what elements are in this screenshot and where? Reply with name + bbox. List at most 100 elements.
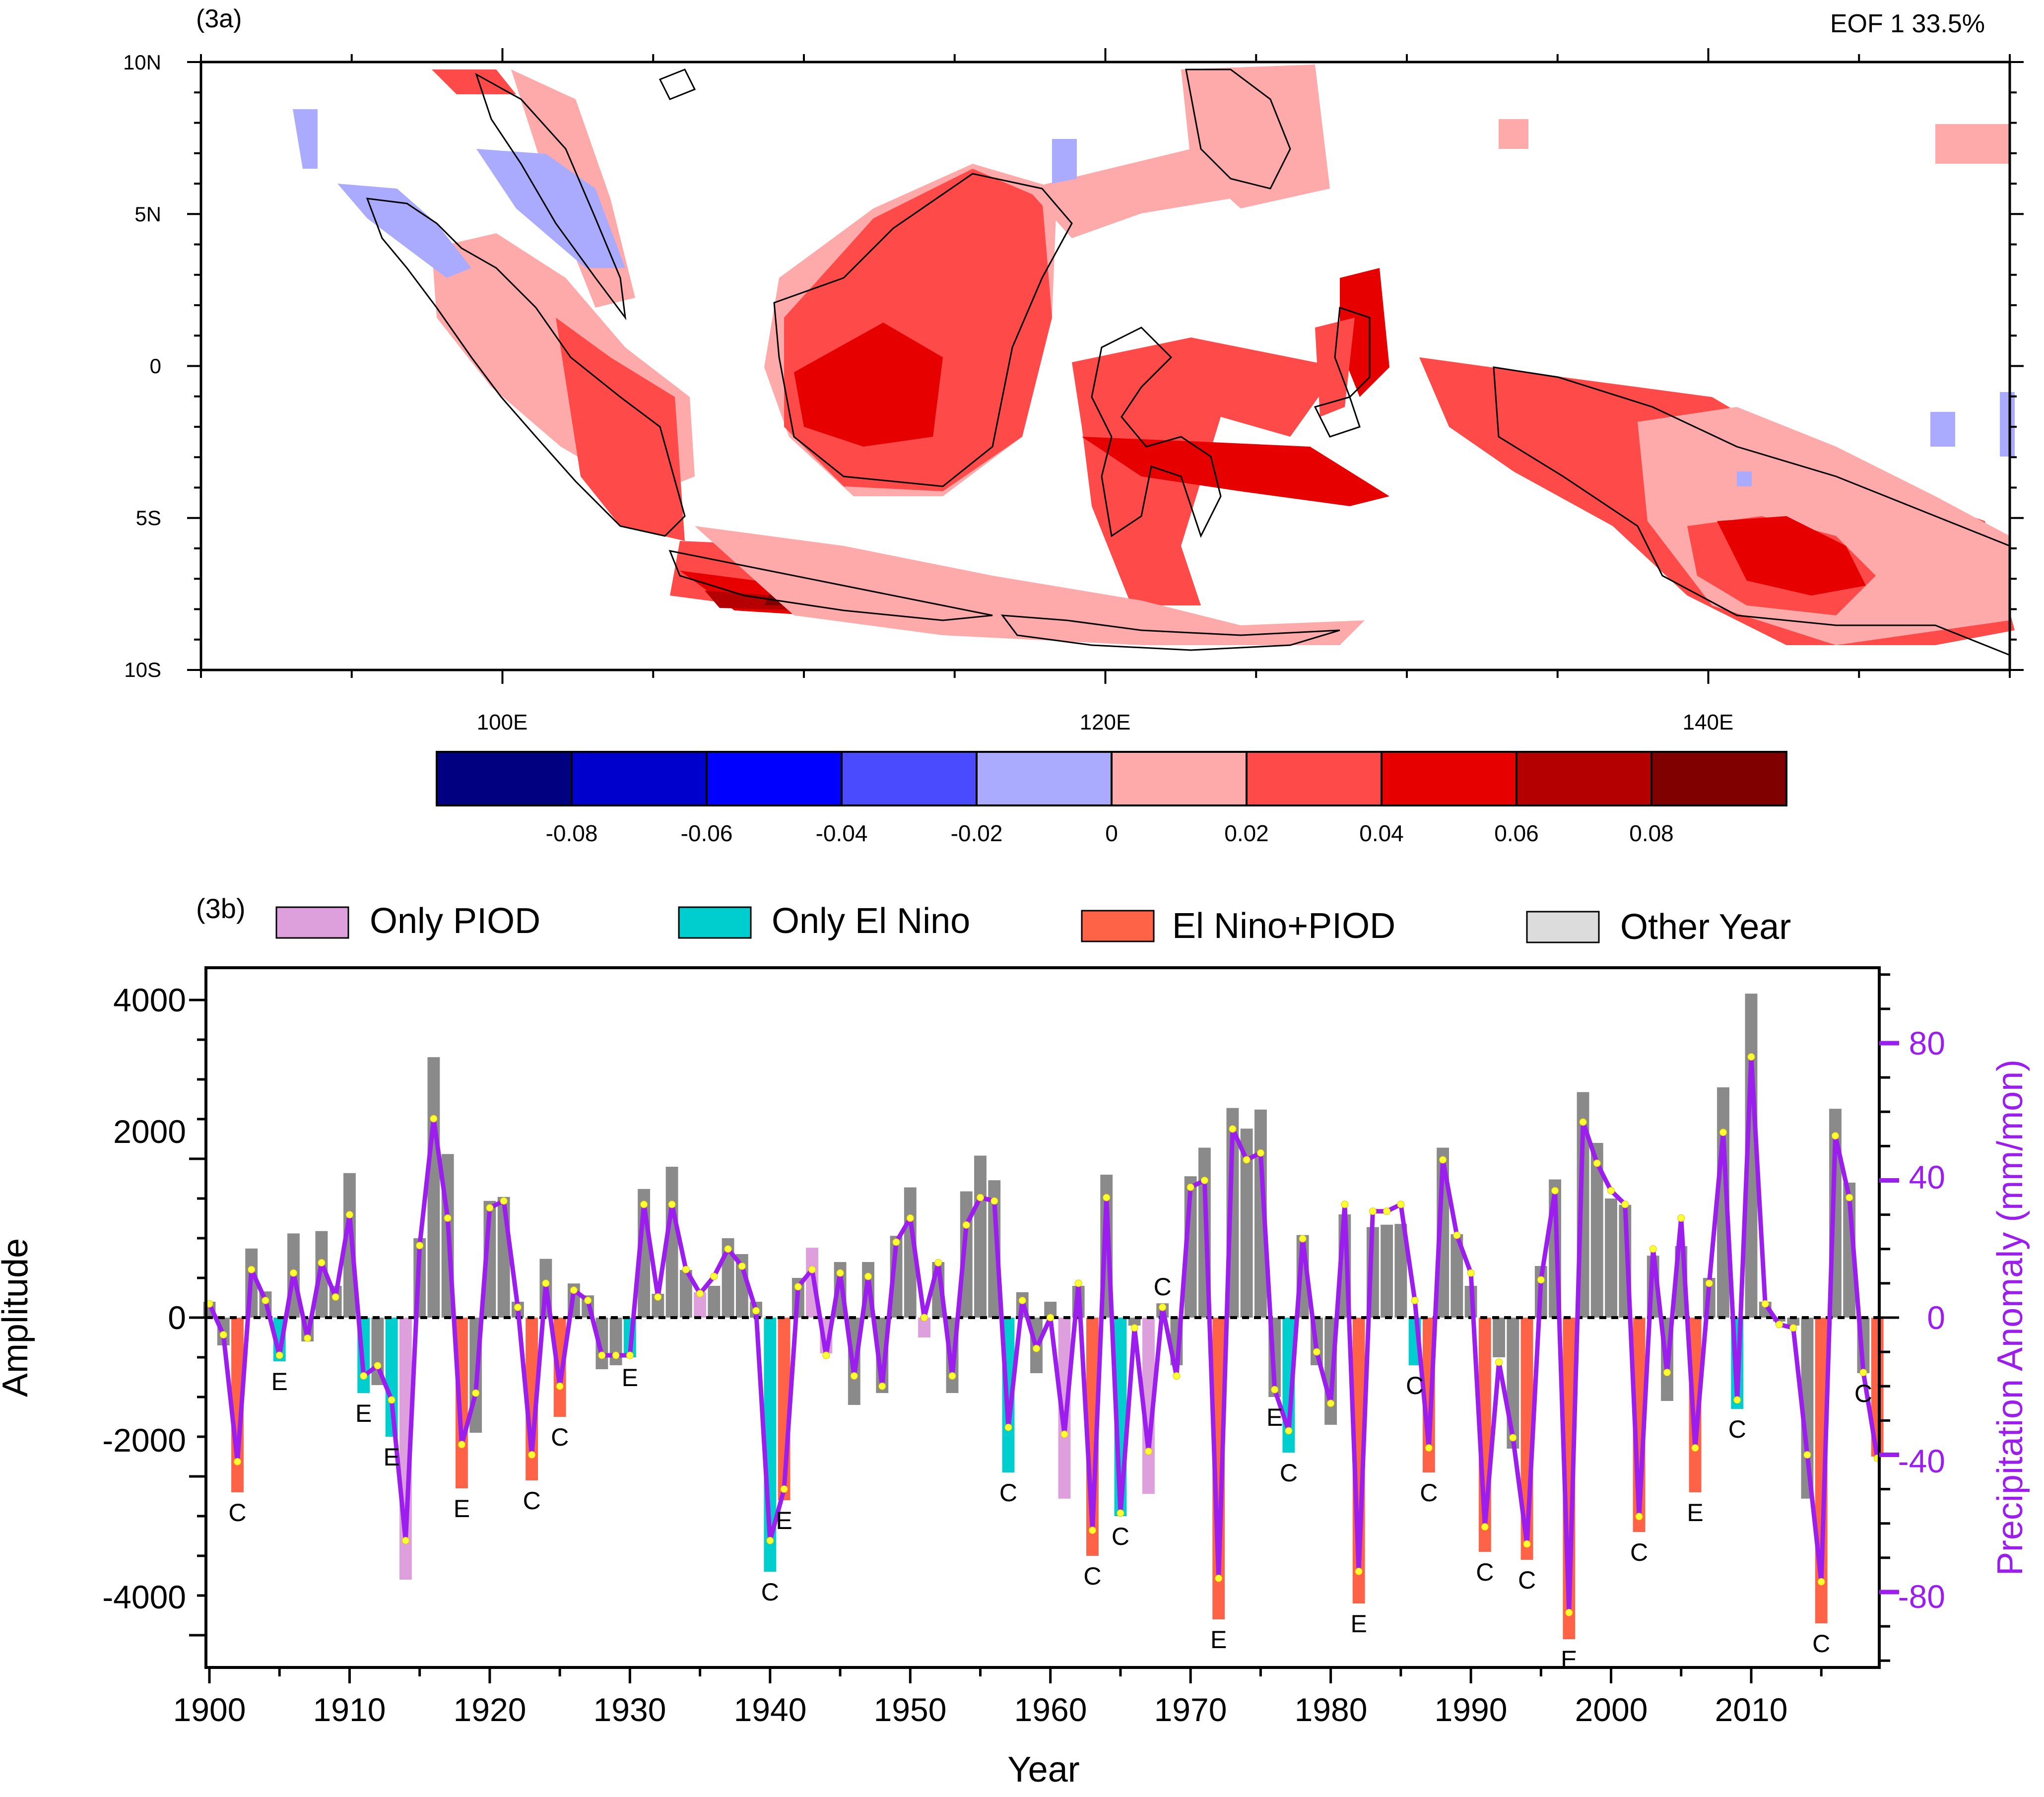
precipitation-point bbox=[1481, 1523, 1489, 1531]
event-annotation: C bbox=[1112, 1523, 1129, 1550]
colorbar-label-7: 0.04 bbox=[1359, 820, 1404, 846]
y-tick-label-4000: 4000 bbox=[113, 982, 186, 1018]
colorbar-label-2: -0.06 bbox=[681, 820, 733, 846]
precipitation-point bbox=[1173, 1372, 1181, 1380]
precipitation-point bbox=[1187, 1183, 1194, 1191]
precipitation-point bbox=[906, 1214, 914, 1222]
event-annotation: C bbox=[761, 1578, 779, 1606]
colorbar-label-6: 0.02 bbox=[1224, 820, 1269, 846]
precipitation-point bbox=[514, 1303, 522, 1311]
coastlines bbox=[366, 68, 2011, 657]
precipitation-point bbox=[233, 1458, 241, 1465]
precipitation-point bbox=[752, 1307, 760, 1315]
precipitation-point bbox=[1060, 1430, 1068, 1438]
y2-tick-label-0: 0 bbox=[1927, 1299, 1945, 1336]
colorbar-label-1: -0.08 bbox=[546, 820, 598, 846]
colorbar-cell bbox=[1381, 751, 1517, 806]
precipitation-point bbox=[1088, 1527, 1096, 1534]
y-tick-label-0: 0 bbox=[168, 1299, 186, 1336]
amplitude-bar bbox=[1381, 1224, 1393, 1318]
event-annotation: C bbox=[1476, 1558, 1494, 1586]
precipitation-point bbox=[374, 1362, 382, 1370]
precipitation-point bbox=[1327, 1399, 1335, 1407]
y-tick-label-neg4000: -4000 bbox=[102, 1579, 186, 1615]
lat-label-5n: 5N bbox=[134, 202, 161, 226]
lon-label-120e: 120E bbox=[1080, 710, 1131, 734]
x-tick-label-1930: 1930 bbox=[593, 1691, 666, 1728]
colorbar-cell bbox=[841, 751, 978, 806]
colorbar-cell bbox=[1111, 751, 1248, 806]
precipitation-point bbox=[1747, 1053, 1755, 1061]
precipitation-point bbox=[766, 1536, 774, 1544]
precipitation-point bbox=[1621, 1200, 1629, 1208]
precipitation-point bbox=[1691, 1444, 1699, 1452]
event-annotation: C bbox=[551, 1423, 569, 1451]
precipitation-point bbox=[696, 1290, 704, 1298]
event-annotation: E bbox=[271, 1368, 288, 1396]
x-tick-label-1950: 1950 bbox=[874, 1691, 947, 1728]
eof-title: EOF 1 33.5% bbox=[1830, 9, 1985, 38]
precipitation-point bbox=[1439, 1156, 1447, 1164]
event-annotation: E bbox=[1687, 1499, 1703, 1527]
legend-item-other-year: Other Year bbox=[1526, 907, 1791, 947]
lon-label-140e: 140E bbox=[1683, 710, 1734, 734]
x-axis: 1900 1910 1920 1930 1940 1950 1960 1970 … bbox=[173, 1691, 1788, 1790]
precipitation-point bbox=[584, 1296, 592, 1304]
panel-a-label: (3a) bbox=[196, 4, 242, 33]
colorbar-cell bbox=[571, 751, 708, 806]
event-annotation: C bbox=[228, 1499, 246, 1527]
precipitation-point bbox=[500, 1197, 508, 1205]
precipitation-point bbox=[275, 1351, 283, 1359]
amplitude-bar bbox=[708, 1286, 721, 1318]
event-annotation: E bbox=[454, 1495, 470, 1523]
precipitation-markers bbox=[205, 1053, 1881, 1616]
y2-tick-label-neg80: -80 bbox=[1898, 1578, 1945, 1615]
precipitation-point bbox=[1607, 1187, 1615, 1195]
precipitation-point bbox=[948, 1372, 956, 1380]
event-annotation: C bbox=[523, 1487, 541, 1515]
event-annotation: E bbox=[1350, 1610, 1367, 1638]
precipitation-point bbox=[1677, 1214, 1685, 1222]
precipitation-point bbox=[682, 1265, 690, 1273]
precipitation-point bbox=[1453, 1231, 1461, 1239]
event-annotation: E bbox=[776, 1507, 792, 1534]
event-annotation: E bbox=[622, 1364, 638, 1392]
precipitation-point bbox=[598, 1351, 606, 1359]
precipitation-point bbox=[1397, 1200, 1405, 1208]
precipitation-point bbox=[486, 1204, 494, 1212]
precipitation-point bbox=[1215, 1574, 1223, 1582]
precipitation-point bbox=[668, 1200, 676, 1208]
legend-swatch-other-year bbox=[1526, 911, 1600, 943]
legend-label-other-year: Other Year bbox=[1620, 907, 1791, 947]
map-heatmap bbox=[293, 65, 2015, 657]
lat-label-10s: 10S bbox=[124, 658, 161, 681]
precipitation-point bbox=[289, 1269, 297, 1277]
x-tick-label-1960: 1960 bbox=[1014, 1691, 1087, 1728]
precipitation-point bbox=[962, 1221, 970, 1229]
precipitation-point bbox=[822, 1351, 830, 1359]
y-axis-title: Amplitude bbox=[0, 1238, 35, 1397]
x-tick-label-1910: 1910 bbox=[313, 1691, 386, 1728]
precipitation-point bbox=[388, 1396, 396, 1404]
precipitation-point bbox=[1243, 1156, 1251, 1164]
precipitation-point bbox=[612, 1351, 620, 1359]
event-annotation: E bbox=[1266, 1403, 1283, 1431]
precipitation-point bbox=[1103, 1194, 1111, 1201]
colorbar-label-5: 0 bbox=[1105, 820, 1118, 846]
precipitation-point bbox=[654, 1293, 662, 1301]
legend-item-only-el-nino: Only El Nino bbox=[678, 901, 970, 941]
precipitation-point bbox=[1411, 1296, 1419, 1304]
legend-label-only-el-nino: Only El Nino bbox=[772, 901, 970, 941]
precipitation-point bbox=[1537, 1276, 1545, 1284]
precipitation-point bbox=[640, 1200, 648, 1208]
legend-swatch-only-piod bbox=[275, 906, 349, 939]
precipitation-point bbox=[1032, 1344, 1040, 1352]
legend-label-only-piod: Only PIOD bbox=[370, 901, 540, 941]
precipitation-point bbox=[1551, 1187, 1559, 1195]
precipitation-point bbox=[248, 1265, 256, 1273]
precipitation-point bbox=[1761, 1300, 1769, 1308]
precipitation-point bbox=[921, 1314, 928, 1322]
precipitation-point bbox=[990, 1197, 998, 1205]
precipitation-point bbox=[1789, 1324, 1797, 1332]
